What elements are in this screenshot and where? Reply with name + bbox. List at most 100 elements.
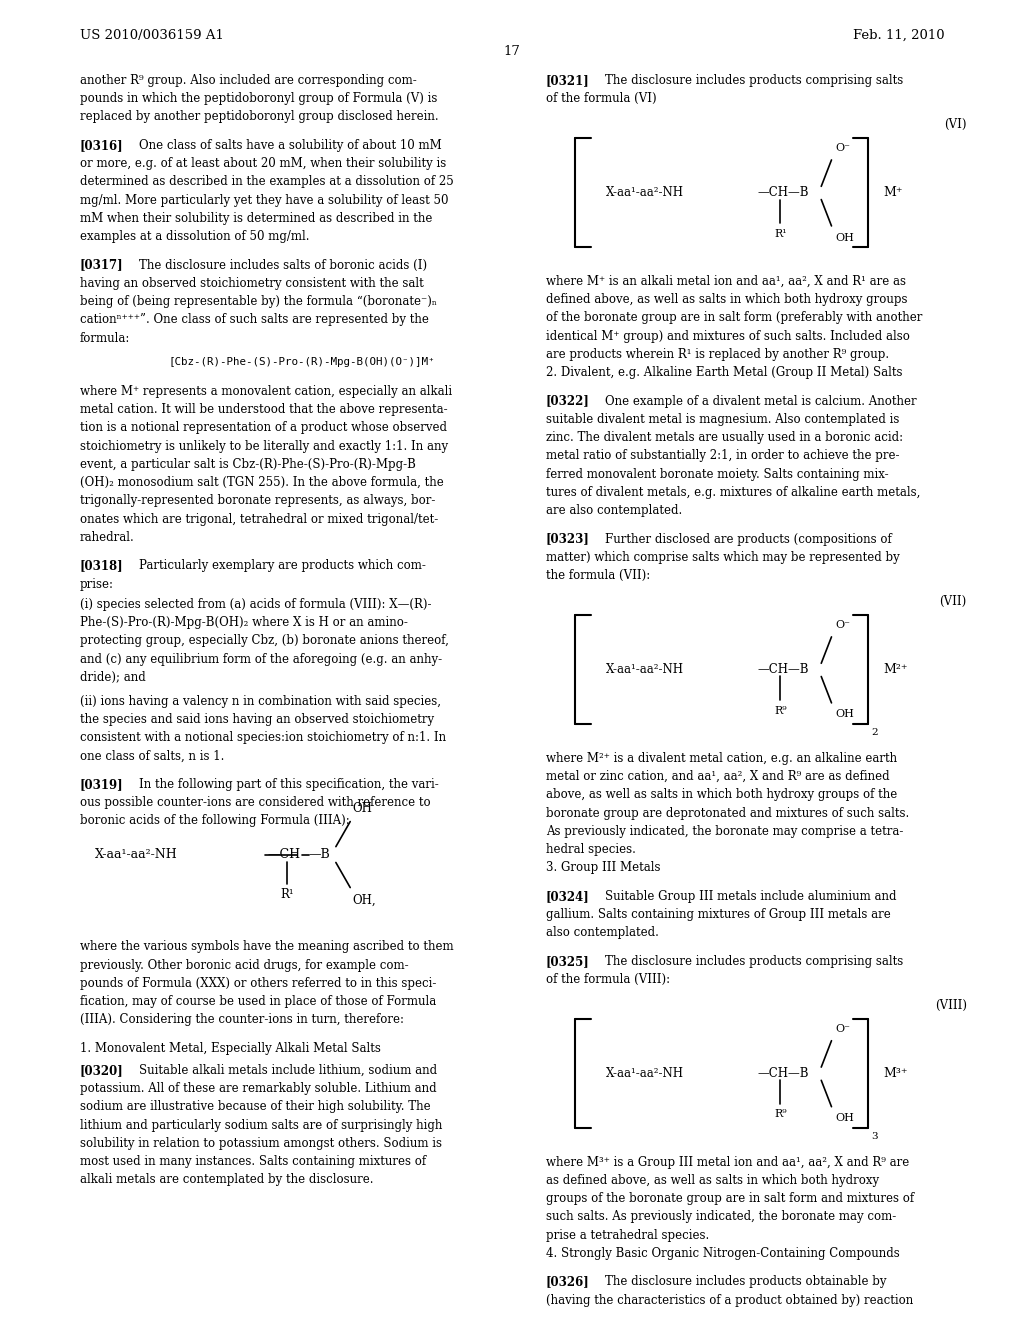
Text: prise a tetrahedral species.: prise a tetrahedral species. — [546, 1229, 709, 1242]
Text: suitable divalent metal is magnesium. Also contemplated is: suitable divalent metal is magnesium. Al… — [546, 413, 899, 426]
Text: where the various symbols have the meaning ascribed to them: where the various symbols have the meani… — [80, 940, 454, 953]
Text: fication, may of course be used in place of those of Formula: fication, may of course be used in place… — [80, 995, 436, 1008]
Text: the formula (VII):: the formula (VII): — [546, 569, 650, 582]
Text: rahedral.: rahedral. — [80, 531, 134, 544]
Text: The disclosure includes salts of boronic acids (I): The disclosure includes salts of boronic… — [139, 259, 427, 272]
Text: X-aa¹-aa²-NH: X-aa¹-aa²-NH — [606, 1067, 684, 1080]
Text: R⁹: R⁹ — [774, 705, 786, 715]
Text: such salts. As previously indicated, the boronate may com-: such salts. As previously indicated, the… — [546, 1210, 896, 1224]
Text: where M³⁺ is a Group III metal ion and aa¹, aa², X and R⁹ are: where M³⁺ is a Group III metal ion and a… — [546, 1155, 909, 1168]
Text: [0322]: [0322] — [546, 395, 590, 408]
Text: M⁺: M⁺ — [884, 186, 903, 199]
Text: Suitable alkali metals include lithium, sodium and: Suitable alkali metals include lithium, … — [139, 1064, 437, 1077]
Text: [0324]: [0324] — [546, 890, 590, 903]
Text: protecting group, especially Cbz, (b) boronate anions thereof,: protecting group, especially Cbz, (b) bo… — [80, 635, 449, 647]
Text: As previously indicated, the boronate may comprise a tetra-: As previously indicated, the boronate ma… — [546, 825, 903, 838]
Text: ous possible counter-ions are considered with reference to: ous possible counter-ions are considered… — [80, 796, 430, 809]
Text: X-aa¹-aa²-NH: X-aa¹-aa²-NH — [606, 664, 684, 676]
Text: where M⁺ represents a monovalent cation, especially an alkali: where M⁺ represents a monovalent cation,… — [80, 384, 452, 397]
Text: 3: 3 — [871, 1133, 878, 1140]
Text: of the formula (VI): of the formula (VI) — [546, 92, 656, 106]
Text: (i) species selected from (a) acids of formula (VIII): X—(R)-: (i) species selected from (a) acids of f… — [80, 598, 431, 611]
Text: M²⁺: M²⁺ — [884, 664, 908, 676]
Text: gallium. Salts containing mixtures of Group III metals are: gallium. Salts containing mixtures of Gr… — [546, 908, 891, 921]
Text: prise:: prise: — [80, 578, 114, 590]
Text: above, as well as salts in which both hydroxy groups of the: above, as well as salts in which both hy… — [546, 788, 897, 801]
Text: (VI): (VI) — [944, 117, 967, 131]
Text: hedral species.: hedral species. — [546, 843, 636, 857]
Text: metal ratio of substantially 2:1, in order to achieve the pre-: metal ratio of substantially 2:1, in ord… — [546, 449, 899, 462]
Text: metal or zinc cation, and aa¹, aa², X and R⁹ are as defined: metal or zinc cation, and aa¹, aa², X an… — [546, 770, 890, 783]
Text: solubility in relation to potassium amongst others. Sodium is: solubility in relation to potassium amon… — [80, 1137, 442, 1150]
Text: —B: —B — [308, 847, 330, 861]
Text: [0326]: [0326] — [546, 1275, 590, 1288]
Text: OH: OH — [836, 1113, 854, 1123]
Text: mg/ml. More particularly yet they have a solubility of least 50: mg/ml. More particularly yet they have a… — [80, 194, 449, 207]
Text: are products wherein R¹ is replaced by another R⁹ group.: are products wherein R¹ is replaced by a… — [546, 348, 889, 360]
Text: OH: OH — [836, 709, 854, 719]
Text: —CH—B: —CH—B — [758, 1067, 809, 1080]
Text: (VIII): (VIII) — [935, 998, 967, 1011]
Text: —CH—B: —CH—B — [758, 186, 809, 199]
Text: of the formula (VIII):: of the formula (VIII): — [546, 973, 670, 986]
Text: replaced by another peptidoboronyl group disclosed herein.: replaced by another peptidoboronyl group… — [80, 111, 438, 124]
Text: (IIIA). Considering the counter-ions in turn, therefore:: (IIIA). Considering the counter-ions in … — [80, 1014, 403, 1027]
Text: [0318]: [0318] — [80, 560, 124, 573]
Text: stoichiometry is unlikely to be literally and exactly 1:1. In any: stoichiometry is unlikely to be literall… — [80, 440, 447, 453]
Text: of the boronate group are in salt form (preferably with another: of the boronate group are in salt form (… — [546, 312, 923, 325]
Text: metal cation. It will be understood that the above representa-: metal cation. It will be understood that… — [80, 403, 447, 416]
Text: The disclosure includes products obtainable by: The disclosure includes products obtaina… — [605, 1275, 887, 1288]
Text: boronic acids of the following Formula (IIIA):: boronic acids of the following Formula (… — [80, 814, 349, 828]
Text: having an observed stoichiometry consistent with the salt: having an observed stoichiometry consist… — [80, 277, 424, 290]
Text: O⁻: O⁻ — [836, 620, 851, 630]
Text: M³⁺: M³⁺ — [884, 1067, 908, 1080]
Text: [0325]: [0325] — [546, 954, 590, 968]
Text: Phe-(S)-Pro-(R)-Mpg-B(OH)₂ where X is H or an amino-: Phe-(S)-Pro-(R)-Mpg-B(OH)₂ where X is H … — [80, 616, 408, 630]
Text: matter) which comprise salts which may be represented by: matter) which comprise salts which may b… — [546, 550, 899, 564]
Text: [0319]: [0319] — [80, 777, 124, 791]
Text: 2. Divalent, e.g. Alkaline Earth Metal (Group II Metal) Salts: 2. Divalent, e.g. Alkaline Earth Metal (… — [546, 366, 902, 379]
Text: formula:: formula: — [80, 331, 130, 345]
Text: trigonally-represented boronate represents, as always, bor-: trigonally-represented boronate represen… — [80, 495, 435, 507]
Text: zinc. The divalent metals are usually used in a boronic acid:: zinc. The divalent metals are usually us… — [546, 432, 903, 444]
Text: The disclosure includes products comprising salts: The disclosure includes products compris… — [605, 74, 903, 87]
Text: mM when their solubility is determined as described in the: mM when their solubility is determined a… — [80, 213, 432, 224]
Text: previously. Other boronic acid drugs, for example com-: previously. Other boronic acid drugs, fo… — [80, 958, 409, 972]
Text: where M²⁺ is a divalent metal cation, e.g. an alkaline earth: where M²⁺ is a divalent metal cation, e.… — [546, 752, 897, 764]
Text: cationⁿ⁺⁺⁺”. One class of such salts are represented by the: cationⁿ⁺⁺⁺”. One class of such salts are… — [80, 313, 429, 326]
Text: One class of salts have a solubility of about 10 mM: One class of salts have a solubility of … — [139, 139, 442, 152]
Text: consistent with a notional species:ion stoichiometry of n:1. In: consistent with a notional species:ion s… — [80, 731, 446, 744]
Text: dride); and: dride); and — [80, 671, 145, 684]
Text: potassium. All of these are remarkably soluble. Lithium and: potassium. All of these are remarkably s… — [80, 1082, 436, 1096]
Text: defined above, as well as salts in which both hydroxy groups: defined above, as well as salts in which… — [546, 293, 907, 306]
Text: [0316]: [0316] — [80, 139, 124, 152]
Text: O⁻: O⁻ — [836, 1024, 851, 1034]
Text: examples at a dissolution of 50 mg/ml.: examples at a dissolution of 50 mg/ml. — [80, 230, 309, 243]
Text: In the following part of this specification, the vari-: In the following part of this specificat… — [139, 777, 439, 791]
Text: tion is a notional representation of a product whose observed: tion is a notional representation of a p… — [80, 421, 446, 434]
Text: determined as described in the examples at a dissolution of 25: determined as described in the examples … — [80, 176, 454, 189]
Text: the species and said ions having an observed stoichiometry: the species and said ions having an obse… — [80, 713, 434, 726]
Text: or more, e.g. of at least about 20 mM, when their solubility is: or more, e.g. of at least about 20 mM, w… — [80, 157, 446, 170]
Text: X-aa¹-aa²-NH: X-aa¹-aa²-NH — [95, 847, 178, 861]
Text: R⁹: R⁹ — [774, 1109, 786, 1119]
Text: sodium are illustrative because of their high solubility. The: sodium are illustrative because of their… — [80, 1101, 430, 1113]
Text: One example of a divalent metal is calcium. Another: One example of a divalent metal is calci… — [605, 395, 916, 408]
Text: [0321]: [0321] — [546, 74, 590, 87]
Text: OH,: OH, — [352, 894, 376, 907]
Text: The disclosure includes products comprising salts: The disclosure includes products compris… — [605, 954, 903, 968]
Text: 1. Monovalent Metal, Especially Alkali Metal Salts: 1. Monovalent Metal, Especially Alkali M… — [80, 1041, 381, 1055]
Text: Particularly exemplary are products which com-: Particularly exemplary are products whic… — [139, 560, 426, 573]
Text: Feb. 11, 2010: Feb. 11, 2010 — [853, 29, 944, 42]
Text: —CH—B: —CH—B — [758, 664, 809, 676]
Text: OH: OH — [836, 232, 854, 243]
Text: alkali metals are contemplated by the disclosure.: alkali metals are contemplated by the di… — [80, 1173, 374, 1187]
Text: where M⁺ is an alkali metal ion and aa¹, aa², X and R¹ are as: where M⁺ is an alkali metal ion and aa¹,… — [546, 275, 906, 288]
Text: 3. Group III Metals: 3. Group III Metals — [546, 862, 660, 874]
Text: —CH: —CH — [267, 847, 300, 861]
Text: pounds of Formula (XXX) or others referred to in this speci-: pounds of Formula (XXX) or others referr… — [80, 977, 436, 990]
Text: [0320]: [0320] — [80, 1064, 124, 1077]
Text: (having the characteristics of a product obtained by) reaction: (having the characteristics of a product… — [546, 1294, 913, 1307]
Text: are also contemplated.: are also contemplated. — [546, 504, 682, 517]
Text: [0317]: [0317] — [80, 259, 124, 272]
